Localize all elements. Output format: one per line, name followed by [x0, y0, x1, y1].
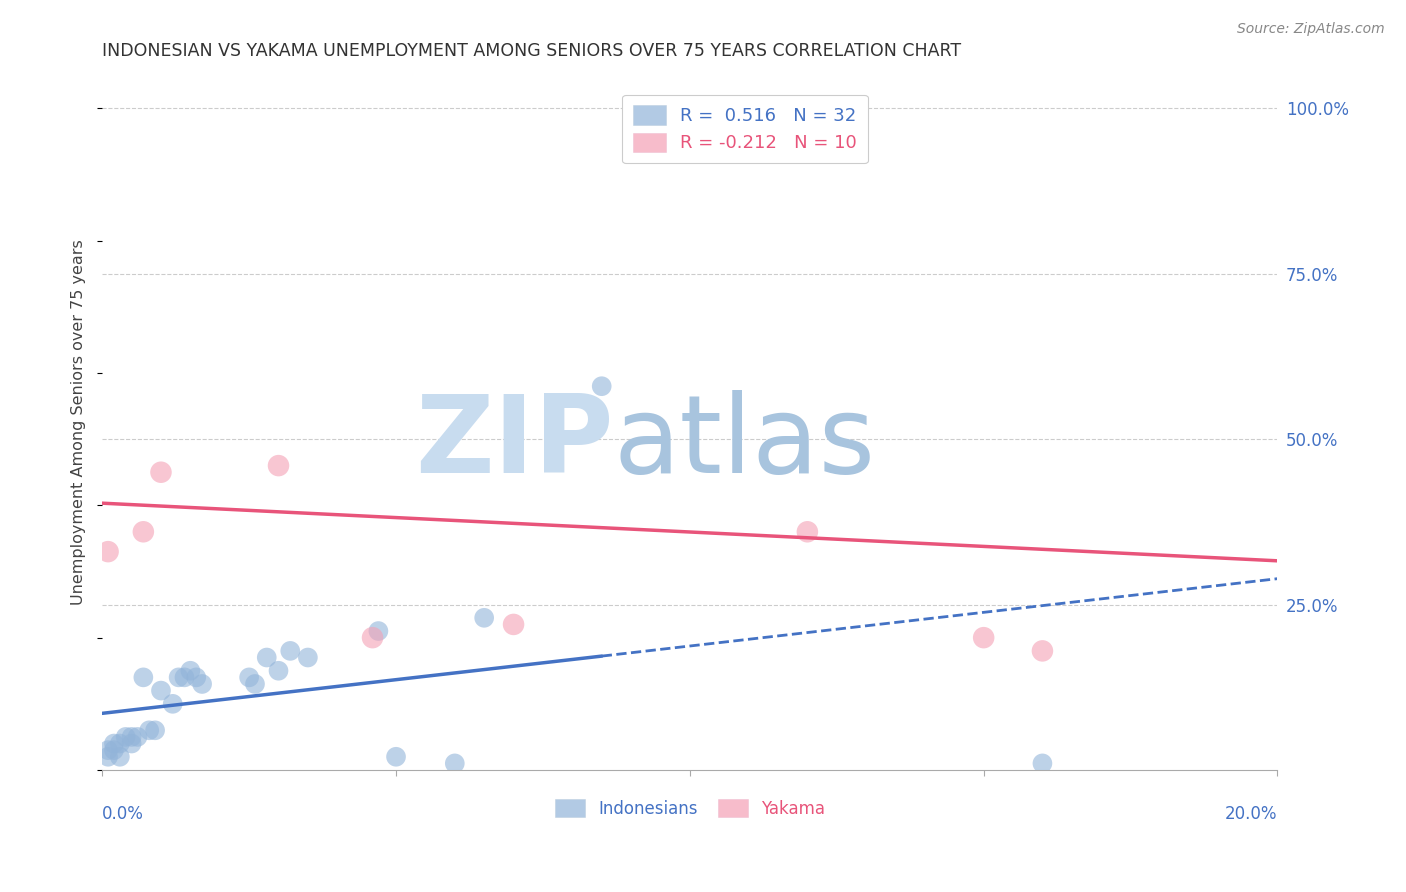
Point	[267, 664, 290, 678]
Point	[297, 650, 319, 665]
Point	[267, 458, 290, 473]
Point	[167, 670, 190, 684]
Point	[121, 730, 143, 744]
Point	[149, 683, 172, 698]
Point	[502, 617, 524, 632]
Point	[278, 644, 301, 658]
Legend: Indonesians, Yakama: Indonesians, Yakama	[548, 792, 831, 824]
Point	[238, 670, 260, 684]
Text: 20.0%: 20.0%	[1225, 805, 1278, 822]
Point	[361, 631, 384, 645]
Point	[97, 749, 120, 764]
Point	[121, 737, 143, 751]
Point	[186, 670, 208, 684]
Text: ZIP: ZIP	[415, 391, 613, 497]
Point	[1031, 756, 1053, 771]
Point	[108, 737, 131, 751]
Point	[472, 611, 495, 625]
Point	[256, 650, 278, 665]
Point	[127, 730, 149, 744]
Point	[191, 677, 214, 691]
Point	[162, 697, 184, 711]
Point	[132, 670, 155, 684]
Point	[108, 749, 131, 764]
Point	[973, 631, 995, 645]
Text: 0.0%: 0.0%	[103, 805, 143, 822]
Point	[132, 524, 155, 539]
Point	[143, 723, 166, 738]
Point	[103, 743, 125, 757]
Point	[443, 756, 465, 771]
Y-axis label: Unemployment Among Seniors over 75 years: Unemployment Among Seniors over 75 years	[72, 240, 86, 606]
Point	[149, 465, 172, 479]
Text: atlas: atlas	[613, 391, 876, 497]
Point	[796, 524, 818, 539]
Point	[103, 737, 125, 751]
Point	[243, 677, 266, 691]
Point	[97, 544, 120, 558]
Point	[97, 743, 120, 757]
Text: Source: ZipAtlas.com: Source: ZipAtlas.com	[1237, 22, 1385, 37]
Point	[1031, 644, 1053, 658]
Point	[114, 730, 136, 744]
Point	[138, 723, 160, 738]
Point	[179, 664, 201, 678]
Text: INDONESIAN VS YAKAMA UNEMPLOYMENT AMONG SENIORS OVER 75 YEARS CORRELATION CHART: INDONESIAN VS YAKAMA UNEMPLOYMENT AMONG …	[103, 42, 962, 60]
Point	[367, 624, 389, 638]
Point	[591, 379, 613, 393]
Point	[385, 749, 408, 764]
Point	[173, 670, 195, 684]
Point	[679, 121, 702, 136]
